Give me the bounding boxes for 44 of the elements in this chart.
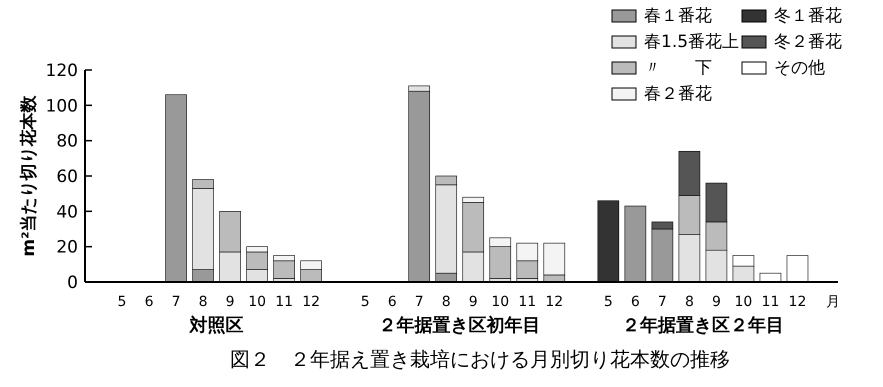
x-axis-title: 月 xyxy=(826,294,840,310)
y-tick-label: 120 xyxy=(46,60,78,81)
y-tick-label: 0 xyxy=(67,272,78,293)
x-tick-label: 9 xyxy=(468,294,478,310)
x-tick-label: 10 xyxy=(491,294,510,310)
y-tick-label: 40 xyxy=(56,202,78,222)
legend-label: 〃 下 xyxy=(644,58,712,78)
x-tick-label: 6 xyxy=(630,294,640,310)
legend-label: 冬２番花 xyxy=(774,32,842,52)
x-tick-label: 10 xyxy=(734,294,752,310)
y-tick-label: 80 xyxy=(56,132,78,152)
x-tick-label: 11 xyxy=(275,294,294,310)
x-tick-label: 6 xyxy=(144,294,154,310)
x-tick-label: 8 xyxy=(684,294,694,310)
text: ２年据置き区初年目 xyxy=(378,315,541,336)
x-tick-label: 5 xyxy=(118,294,126,310)
x-tick-label: 11 xyxy=(762,294,780,310)
x-tick-label: 9 xyxy=(226,294,235,310)
x-tick-label: 7 xyxy=(658,294,667,310)
x-tick-label: 6 xyxy=(388,294,397,310)
x-tick-label: 5 xyxy=(604,294,613,310)
x-tick-label: 10 xyxy=(248,294,266,310)
legend-label: 春２番花 xyxy=(644,84,712,104)
y-tick-label: 20 xyxy=(56,238,78,258)
x-tick-label: 9 xyxy=(712,294,721,310)
x-tick-label: 12 xyxy=(788,294,806,310)
x-tick-label: 8 xyxy=(198,294,208,310)
x-tick-label: 11 xyxy=(518,294,536,310)
x-tick-label: 12 xyxy=(545,294,564,310)
y-axis-title: m²当たり切り花本数 xyxy=(19,94,39,257)
y-tick-label: 100 xyxy=(46,96,78,116)
text: ２年据置き区２年目 xyxy=(622,315,784,336)
legend-label: 冬１番花 xyxy=(774,6,842,26)
x-tick-label: 7 xyxy=(414,294,424,310)
text: 図２ ２年据え置き栽培における月別切り花本数の推移 xyxy=(230,347,730,371)
legend-label: 春1.5番花上 xyxy=(644,32,740,52)
legend-label: その他 xyxy=(774,58,825,78)
x-tick-label: 12 xyxy=(302,294,320,310)
legend-label: 春１番花 xyxy=(644,6,712,26)
x-tick-label: 7 xyxy=(172,294,181,310)
text: 対照区 xyxy=(188,315,244,336)
x-tick-label: 8 xyxy=(442,294,451,310)
x-tick-label: 5 xyxy=(360,294,370,310)
y-tick-label: 60 xyxy=(56,166,78,187)
